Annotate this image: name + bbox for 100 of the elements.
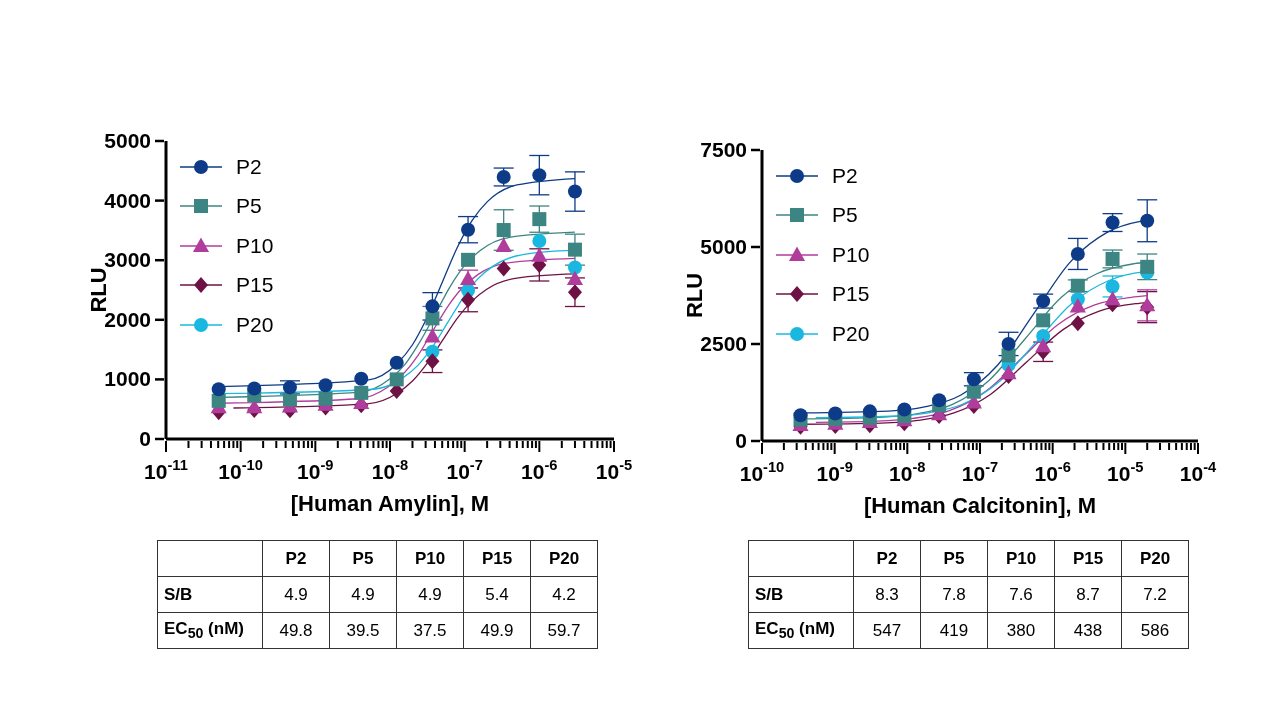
point <box>282 380 297 395</box>
data-label: 8.7 <box>1054 576 1122 613</box>
category-label: P2 <box>853 540 921 577</box>
point <box>461 291 476 308</box>
y-tick-label: 2500 <box>700 332 747 355</box>
data-label: 4.9 <box>396 576 464 613</box>
category-label: P20 <box>1121 540 1189 577</box>
point <box>532 233 547 248</box>
point <box>1036 329 1051 344</box>
data-label: 438 <box>1054 612 1122 649</box>
legend-label: P15 <box>236 273 274 298</box>
y-axis-title: RLU <box>681 272 707 319</box>
point <box>354 371 369 386</box>
point <box>567 260 582 275</box>
x-tick-label: 10$^{-6}$ <box>1034 459 1071 485</box>
point <box>1001 336 1016 351</box>
x-tick-label: 10$^{-4}$ <box>1179 459 1218 485</box>
point <box>966 372 981 387</box>
point <box>424 328 441 343</box>
point <box>1036 313 1051 328</box>
data-label: 547 <box>853 612 921 649</box>
category-label: P5 <box>329 540 397 577</box>
data-label: 39.5 <box>329 612 397 649</box>
legend-label: EC$_{50}$ (nM) <box>748 612 854 649</box>
legend-label: P2 <box>832 163 858 188</box>
x-tick-label: 10$^{-10}$ <box>218 457 263 483</box>
point <box>566 270 584 286</box>
point <box>425 311 440 326</box>
category-label: P10 <box>987 540 1055 577</box>
category-label: P2 <box>262 540 330 577</box>
point <box>389 372 404 387</box>
x-tick-label: 10$^{-8}$ <box>371 457 409 483</box>
legend-label: P5 <box>236 194 262 219</box>
point <box>496 223 511 238</box>
legend-label: P15 <box>832 282 870 307</box>
x-tick-label: 10$^{-7}$ <box>446 457 483 483</box>
point <box>461 252 476 267</box>
legend-label: P20 <box>832 321 870 346</box>
y-tick-label: 7500 <box>700 138 747 161</box>
legend-label: P10 <box>832 242 870 267</box>
text: S/B <box>157 576 263 613</box>
point <box>828 406 843 421</box>
point <box>247 381 262 396</box>
data-label: 4.9 <box>329 576 397 613</box>
y-tick-label: 4000 <box>104 188 151 212</box>
point <box>354 385 369 400</box>
data-label: 4.9 <box>262 576 330 613</box>
point <box>1140 259 1155 274</box>
legend-label: P5 <box>832 203 858 228</box>
point <box>1000 364 1017 380</box>
point <box>1070 246 1085 261</box>
x-tick-label: 10$^{-5}$ <box>1107 459 1144 485</box>
data-label: 419 <box>920 612 988 649</box>
point <box>425 299 440 314</box>
data-label: 49.8 <box>262 612 330 649</box>
data-label: 7.8 <box>920 576 988 613</box>
point <box>966 384 981 399</box>
point <box>567 184 582 199</box>
point <box>282 392 297 407</box>
point <box>531 247 548 262</box>
data-label: 7.2 <box>1121 576 1189 613</box>
x-tick-label: 10$^{-10}$ <box>739 459 785 485</box>
x-tick-label: 10$^{-9}$ <box>297 457 334 483</box>
legend-label: P10 <box>236 233 274 258</box>
point <box>318 391 333 406</box>
data-label: 7.6 <box>987 576 1055 613</box>
x-tick-label: 10$^{-6}$ <box>521 457 558 483</box>
point <box>1035 338 1052 353</box>
point <box>532 212 547 227</box>
point <box>1070 278 1085 293</box>
text: S/B <box>748 576 854 613</box>
data-label: 586 <box>1121 612 1189 649</box>
point <box>932 393 947 408</box>
category-label: P15 <box>463 540 531 577</box>
point <box>1036 294 1051 309</box>
y-tick-label: 0 <box>139 427 151 450</box>
point <box>1139 296 1156 312</box>
x-axis-title: [Human Amylin], M <box>290 491 490 516</box>
data-label: 5.4 <box>463 576 531 613</box>
point <box>862 404 877 419</box>
y-tick-label: 1000 <box>104 367 151 391</box>
x-tick-label: 10$^{-8}$ <box>889 459 926 485</box>
category-label: P5 <box>920 540 988 577</box>
data-label: 37.5 <box>396 612 464 649</box>
data-label: 8.3 <box>853 576 921 613</box>
y-tick-label: 5000 <box>104 129 151 152</box>
point <box>211 382 226 397</box>
category-label: P20 <box>530 540 598 577</box>
category-label: P10 <box>396 540 464 577</box>
point <box>461 222 476 237</box>
legend-label: EC$_{50}$ (nM) <box>157 612 263 649</box>
point <box>567 284 582 301</box>
point <box>793 408 808 423</box>
data-label: 4.2 <box>530 576 598 613</box>
point <box>532 168 547 183</box>
x-tick-label: 10$^{-11}$ <box>144 457 188 483</box>
point <box>495 237 512 252</box>
data-label: 49.9 <box>463 612 531 649</box>
x-tick-label: 10$^{-5}$ <box>595 457 633 483</box>
data-label: 59.7 <box>530 612 598 649</box>
